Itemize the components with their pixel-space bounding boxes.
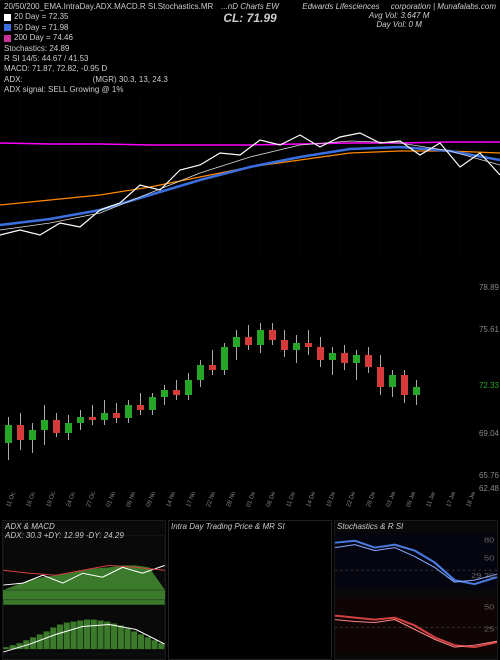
ema20-label: 20 Day = 72.35 xyxy=(14,12,68,22)
ema200-swatch xyxy=(4,35,11,42)
right-info: Edwards Lifesciences corporation | Munaf… xyxy=(302,2,496,29)
ema50-swatch xyxy=(4,24,11,31)
candlestick-chart[interactable] xyxy=(0,275,472,490)
macd-label: MACD: 71.87, 72.82, -0.95 D xyxy=(4,64,496,74)
indicator-subpanels: ADX & MACD ADX: 30.3 +DY: 12.99 -DY: 24.… xyxy=(0,520,500,660)
ema20-swatch xyxy=(4,14,11,21)
company-name: Edwards Lifesciences xyxy=(302,2,379,11)
adx-mgr: (MGR) 30.3, 13, 24.3 xyxy=(93,75,168,85)
adx-panel-title: ADX & MACD xyxy=(5,522,163,531)
ema-line-chart[interactable] xyxy=(0,95,500,255)
adx-label: ADX: xyxy=(4,75,23,85)
svg-text:50: 50 xyxy=(484,604,495,612)
svg-text:25: 25 xyxy=(484,625,495,633)
intraday-panel[interactable]: Intra Day Trading Price & MR SI xyxy=(168,520,332,660)
rsi-label: R SI 14/5: 44.67 / 41.53 xyxy=(4,54,496,64)
adx-signal: ADX signal: SELL Growing @ 1% xyxy=(4,85,496,95)
day-vol: Day Vol: 0 M xyxy=(376,20,422,29)
stochastics-rsi-panel[interactable]: Stochastics & R SI 80 50 29.29 50 25 xyxy=(334,520,498,660)
svg-text:80: 80 xyxy=(484,537,495,545)
svg-text:50: 50 xyxy=(484,555,495,563)
svg-text:29.29: 29.29 xyxy=(471,572,495,580)
intraday-panel-title: Intra Day Trading Price & MR SI xyxy=(171,522,329,531)
adx-panel-values: ADX: 30.3 +DY: 12.99 -DY: 24.29 xyxy=(5,531,163,540)
stoch-panel-title: Stochastics & R SI xyxy=(337,522,495,531)
price-axis: 78.8975.6172.3369.0465.7662.48 xyxy=(472,275,500,490)
avg-vol: Avg Vol: 3.647 M xyxy=(369,11,429,20)
date-axis: 11 Oct16 Oct19 Oct24 Oct27 Oct01 Nov06 N… xyxy=(0,492,500,516)
adx-macd-panel[interactable]: ADX & MACD ADX: 30.3 +DY: 12.99 -DY: 24.… xyxy=(2,520,166,660)
ema50-label: 50 Day = 71.98 xyxy=(14,23,68,33)
stochastics-label: Stochastics: 24.89 xyxy=(4,44,496,54)
corp-label: corporation | Munafalabs.com xyxy=(391,2,496,11)
ema200-label: 200 Day = 74.46 xyxy=(14,33,73,43)
